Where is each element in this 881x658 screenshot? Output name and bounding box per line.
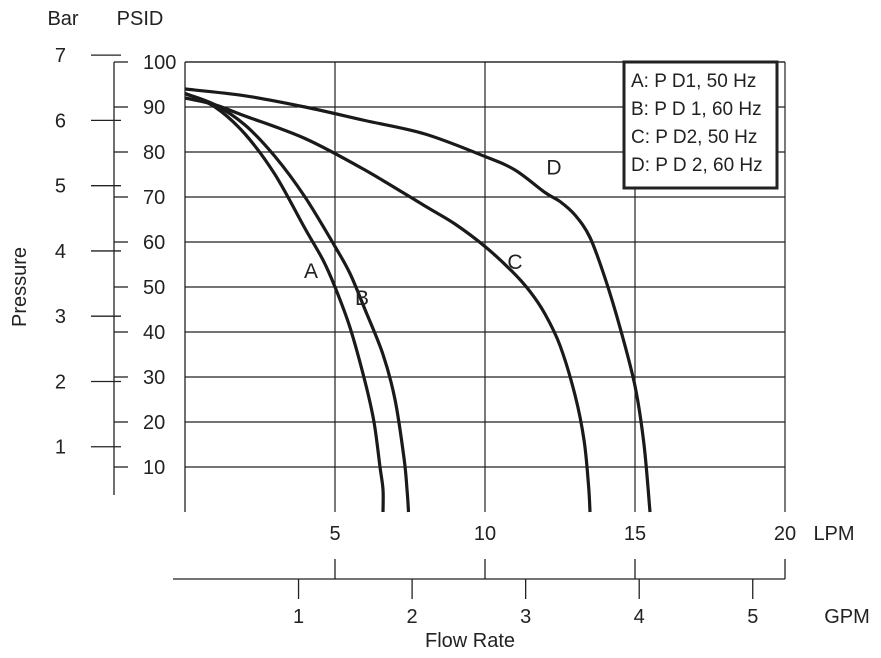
bar-tick-label: 5 [55,176,66,198]
gpm-tick-label: 3 [520,606,531,628]
y-axis-title: Pressure [9,247,31,327]
lpm-unit-label: LPM [813,523,854,545]
curve-label-b: B [355,287,369,310]
gpm-tick-label: 1 [293,606,304,628]
gpm-unit-label: GPM [824,606,870,628]
psid-tick-label: 60 [143,232,165,254]
curve-label-d: D [546,157,561,180]
lpm-tick-label: 15 [624,523,646,545]
psid-tick-label: 10 [143,457,165,479]
curve-a [184,92,385,513]
legend-entry: D: P D 2, 60 Hz [631,155,763,176]
axes: 10 20 30 40 50 60 70 80 90 100 PSID 1 2 3 4 5 6 7 Bar Press… [9,8,870,652]
legend: A: P D1, 50 Hz B: P D 1, 60 Hz C: P D2, 50… [622,60,779,190]
psid-tick-label: 70 [143,187,165,209]
x-axis-title: Flow Rate [425,630,515,652]
bar-tick-label: 7 [55,45,66,67]
psid-tick-label: 30 [143,367,165,389]
gpm-tick-label: 4 [634,606,645,628]
lpm-tick-label: 20 [774,523,796,545]
curve-label-c: C [507,251,522,274]
curve-label-a: A [304,260,318,283]
labels: A B C D [304,157,562,311]
bar-tick-label: 3 [55,306,66,328]
bar-tick-label: 6 [55,110,66,132]
psid-unit-label: PSID [117,8,164,30]
legend-entry: A: P D1, 50 Hz [631,71,756,92]
psid-tick-label: 100 [143,52,176,74]
psid-tick-label: 50 [143,277,165,299]
psid-tick-label: 20 [143,412,165,434]
psid-tick-label: 40 [143,322,165,344]
bar-tick-label: 4 [55,241,66,263]
legend-entry: C: P D2, 50 Hz [631,127,757,148]
psid-tick-label: 80 [143,142,165,164]
curve-d [184,87,652,513]
curve-b [184,91,411,513]
legend-entry: B: P D 1, 60 Hz [631,99,762,120]
bar-tick-label: 2 [55,371,66,393]
gpm-tick-label: 2 [407,606,418,628]
legend-box [622,60,779,190]
bar-tick-label: 1 [55,437,66,459]
curve-c [184,96,592,513]
gpm-tick-label: 5 [747,606,758,628]
lpm-tick-label: 5 [329,523,340,545]
lpm-tick-label: 10 [474,523,496,545]
bar-unit-label: Bar [47,8,78,30]
psid-tick-label: 90 [143,97,165,119]
curves [184,87,652,513]
